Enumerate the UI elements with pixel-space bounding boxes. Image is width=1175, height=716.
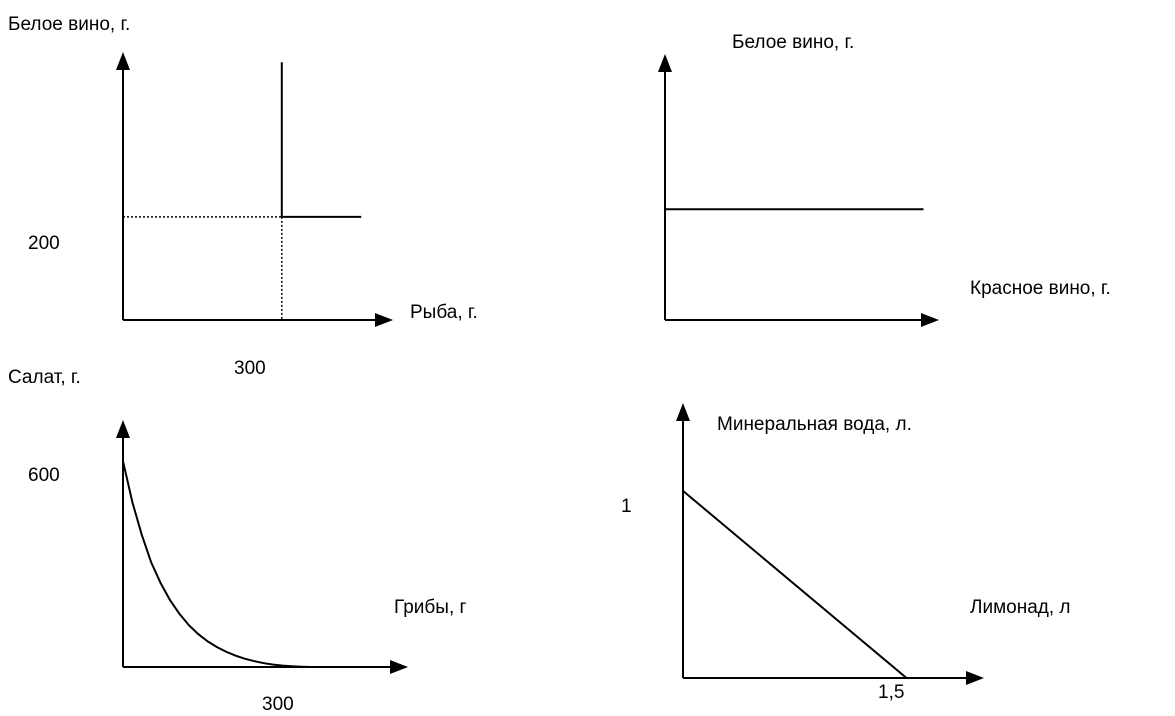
y-axis-label: Белое вино, г. [732,32,854,53]
x-axis-arrow [375,313,393,327]
y-axis-arrow [116,420,130,438]
y-axis-label: Белое вино, г. [8,14,130,35]
x-axis-label: Грибы, г [394,597,466,618]
x-axis-arrow [921,313,939,327]
x-axis-label: Красное вино, г. [970,278,1111,299]
y-tick-label: 600 [28,465,60,486]
panel-white-wine-vs-fish: Белое вино, г. Рыба, г. 200 300 [8,14,478,379]
panel-salad-vs-mushrooms: Салат, г. Грибы, г 600 300 [8,367,466,715]
y-tick-label: 1 [621,496,632,517]
x-axis-arrow [390,660,408,674]
series-line [280,62,362,218]
y-axis-arrow [658,54,672,72]
x-tick-label: 300 [234,358,266,379]
y-axis-label: Салат, г. [8,367,81,388]
x-axis-label: Лимонад, л [970,597,1071,618]
x-tick-label: 1,5 [878,682,904,703]
x-axis-arrow [966,671,984,685]
y-tick-label: 200 [28,233,60,254]
x-axis-label: Рыба, г. [410,302,478,323]
y-axis-arrow [116,52,130,70]
panel-white-wine-vs-red-wine: Белое вино, г. Красное вино, г. [658,32,1111,327]
y-axis-arrow [676,403,690,421]
y-axis-label: Минеральная вода, л. [717,414,912,435]
series-line [122,460,311,668]
series-line [682,490,908,679]
panel-mineral-water-vs-lemonade: Минеральная вода, л. Лимонад, л 1 1,5 [621,403,1071,703]
x-tick-label: 300 [262,694,294,715]
